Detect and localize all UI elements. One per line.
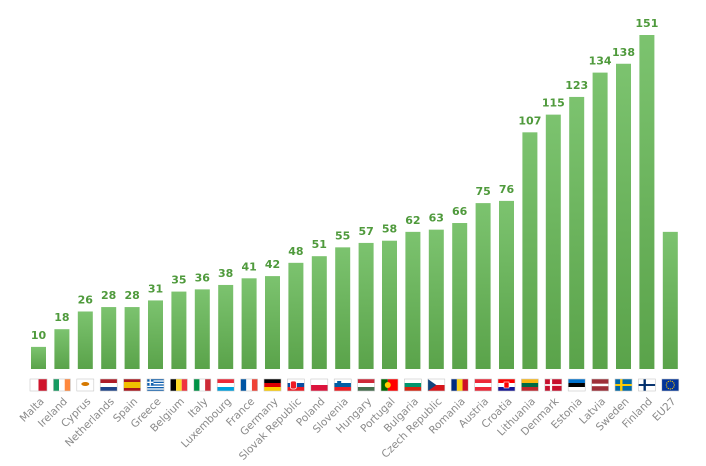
hungary-flag-icon: [357, 378, 375, 392]
bar-luxembourg: [218, 284, 234, 369]
bars-group: [31, 35, 678, 369]
value-label-greece: 31: [148, 282, 163, 295]
italy-flag-icon: [193, 378, 212, 392]
portugal-flag-icon: [380, 378, 399, 392]
value-label-romania: 66: [452, 205, 468, 218]
bar-hungary: [358, 242, 374, 369]
bar-romania: [452, 223, 468, 369]
bar-estonia: [569, 96, 585, 369]
austria-flag-icon: [474, 378, 492, 392]
bar-poland: [311, 256, 327, 369]
bar-sweden: [616, 63, 631, 369]
lithuania-flag-icon: [521, 378, 539, 392]
value-label-france: 41: [241, 260, 256, 273]
value-label-cyprus: 26: [78, 293, 94, 306]
bar-malta: [31, 346, 46, 369]
bar-denmark: [545, 114, 561, 369]
category-labels-group: MaltaIrelandCyprusNetherlandsSpainGreece…: [18, 395, 679, 463]
bar-greece: [148, 300, 163, 369]
slovakia-flag-icon: [287, 378, 305, 392]
bar-lithuania: [522, 132, 538, 369]
sweden-flag-icon: [614, 378, 633, 392]
flags-group: [29, 378, 680, 392]
bar-cyprus: [77, 311, 93, 369]
value-label-slovak-republic: 48: [288, 245, 303, 258]
ireland-flag-icon: [53, 378, 71, 392]
value-label-finland: 151: [635, 17, 658, 30]
value-label-portugal: 58: [382, 223, 397, 236]
cyprus-flag-icon: [76, 378, 95, 392]
eu-flag-icon: [661, 378, 680, 392]
value-label-austria: 75: [475, 185, 490, 198]
croatia-flag-icon: [497, 378, 516, 392]
poland-flag-icon: [310, 378, 329, 392]
bulgaria-flag-icon: [404, 378, 422, 392]
value-label-hungary: 57: [358, 225, 373, 238]
spain-flag-icon: [123, 378, 141, 392]
value-label-malta: 10: [31, 329, 47, 342]
denmark-flag-icon: [544, 378, 563, 392]
bar-italy: [194, 289, 210, 369]
bar-ireland: [54, 329, 70, 369]
bar-eu27: [662, 231, 678, 369]
bar-slovak-republic: [288, 262, 304, 369]
france-flag-icon: [240, 378, 258, 392]
bar-spain: [124, 307, 140, 369]
value-label-croatia: 76: [499, 183, 515, 196]
bar-netherlands: [101, 307, 117, 369]
czech-flag-icon: [427, 378, 446, 392]
latvia-flag-icon: [591, 378, 609, 392]
bar-portugal: [382, 240, 397, 369]
luxembourg-flag-icon: [216, 378, 235, 392]
value-label-spain: 28: [124, 289, 139, 302]
slovenia-flag-icon: [333, 378, 352, 392]
netherlands-flag-icon: [99, 378, 118, 392]
value-labels-group: 10 18 26 28 28 31 35 36 38 41 42 48 51 55 57 58 62 63 66 75…: [31, 17, 659, 342]
value-label-sweden: 138: [612, 46, 635, 59]
value-label-czech-republic: 63: [429, 212, 444, 225]
bar-czech-republic: [428, 229, 444, 369]
malta-flag-icon: [29, 378, 48, 392]
value-label-denmark: 115: [542, 97, 565, 110]
greece-flag-icon: [146, 378, 165, 392]
category-label-eu27: EU27: [650, 396, 678, 424]
value-label-germany: 42: [265, 258, 280, 271]
value-label-lithuania: 107: [518, 114, 541, 127]
bar-finland: [639, 35, 655, 369]
germany-flag-icon: [263, 378, 282, 392]
bar-austria: [475, 203, 491, 369]
romania-flag-icon: [450, 378, 469, 392]
estonia-flag-icon: [567, 378, 586, 392]
value-label-luxembourg: 38: [218, 267, 233, 280]
bar-germany: [265, 276, 280, 369]
value-label-netherlands: 28: [101, 289, 116, 302]
bar-france: [241, 278, 257, 369]
belgium-flag-icon: [170, 378, 188, 392]
value-label-ireland: 18: [54, 311, 69, 324]
bar-belgium: [171, 291, 187, 369]
value-label-slovenia: 55: [335, 229, 350, 242]
bar-slovenia: [335, 247, 351, 369]
bar-latvia: [592, 72, 608, 369]
value-label-belgium: 35: [171, 274, 186, 287]
value-label-estonia: 123: [565, 79, 588, 92]
value-label-bulgaria: 62: [405, 214, 420, 227]
value-label-latvia: 134: [589, 55, 612, 68]
bar-croatia: [499, 200, 514, 369]
bar-bulgaria: [405, 231, 421, 369]
value-label-poland: 51: [312, 238, 327, 251]
value-label-italy: 36: [195, 271, 211, 284]
finland-flag-icon: [638, 378, 656, 392]
